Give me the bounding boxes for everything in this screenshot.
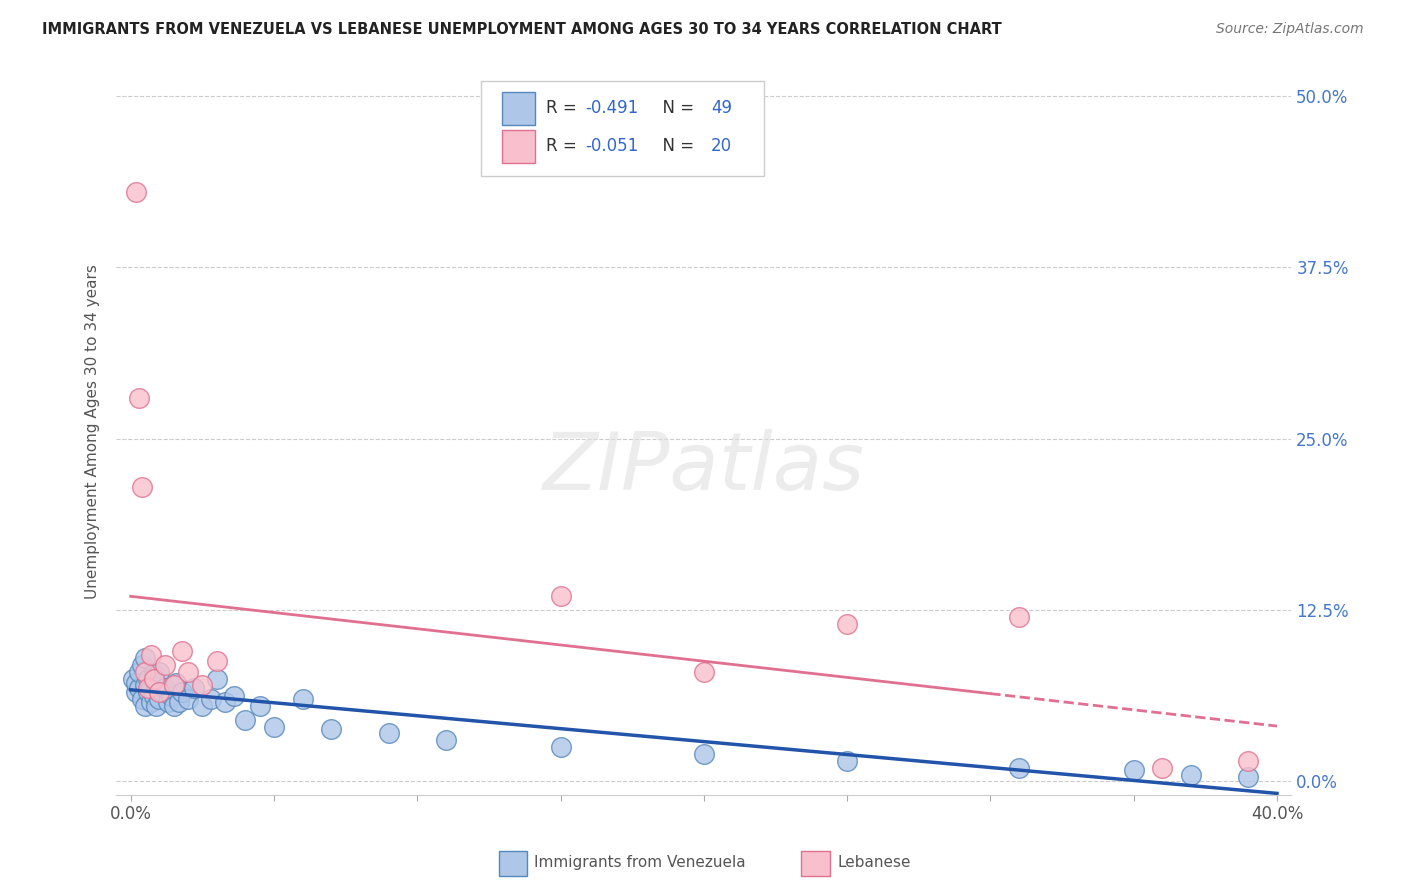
Point	[177, 692, 200, 706]
Point	[291, 692, 314, 706]
Point	[125, 675, 148, 690]
Text: IMMIGRANTS FROM VENEZUELA VS LEBANESE UNEMPLOYMENT AMONG AGES 30 TO 34 YEARS COR: IMMIGRANTS FROM VENEZUELA VS LEBANESE UN…	[42, 22, 1002, 37]
Point	[222, 690, 245, 704]
Point	[1122, 764, 1144, 778]
Point	[263, 719, 285, 733]
Point	[148, 692, 170, 706]
Text: Lebanese: Lebanese	[838, 855, 911, 870]
Point	[153, 657, 176, 672]
Point	[134, 678, 156, 692]
Point	[134, 698, 156, 713]
Point	[134, 651, 156, 665]
Text: N =: N =	[652, 100, 699, 118]
Text: N =: N =	[652, 137, 699, 155]
Point	[156, 695, 179, 709]
Point	[172, 644, 194, 658]
FancyBboxPatch shape	[481, 81, 763, 176]
Point	[1180, 767, 1202, 781]
Point	[162, 698, 184, 713]
Point	[377, 726, 399, 740]
Text: -0.491: -0.491	[585, 100, 638, 118]
Point	[172, 685, 194, 699]
Point	[191, 678, 214, 692]
Point	[550, 589, 572, 603]
Point	[205, 654, 228, 668]
Point	[205, 672, 228, 686]
Point	[139, 695, 162, 709]
Point	[142, 690, 165, 704]
Point	[191, 698, 214, 713]
Point	[145, 675, 167, 690]
Text: -0.051: -0.051	[585, 137, 638, 155]
Point	[434, 733, 457, 747]
Text: 49: 49	[711, 100, 733, 118]
Point	[1237, 754, 1260, 768]
Point	[148, 685, 170, 699]
Point	[139, 681, 162, 695]
Point	[214, 695, 236, 709]
Point	[122, 672, 145, 686]
Text: Immigrants from Venezuela: Immigrants from Venezuela	[534, 855, 747, 870]
Point	[166, 675, 188, 690]
Point	[1008, 610, 1031, 624]
FancyBboxPatch shape	[502, 92, 534, 125]
Point	[1152, 761, 1174, 775]
FancyBboxPatch shape	[502, 130, 534, 162]
Point	[550, 740, 572, 755]
Point	[162, 678, 184, 692]
Point	[177, 665, 200, 679]
Point	[150, 685, 173, 699]
Text: ZIPatlas: ZIPatlas	[543, 429, 865, 508]
Point	[134, 665, 156, 679]
Point	[125, 685, 148, 699]
Point	[136, 685, 159, 699]
Point	[145, 698, 167, 713]
Point	[136, 681, 159, 695]
Point	[233, 713, 256, 727]
Point	[131, 657, 153, 672]
Text: 20: 20	[711, 137, 733, 155]
Point	[125, 185, 148, 199]
Point	[169, 695, 191, 709]
Point	[128, 391, 150, 405]
Point	[1008, 761, 1031, 775]
Text: Source: ZipAtlas.com: Source: ZipAtlas.com	[1216, 22, 1364, 37]
Point	[693, 665, 716, 679]
Point	[142, 672, 165, 686]
Point	[159, 690, 181, 704]
Point	[136, 672, 159, 686]
Point	[142, 667, 165, 681]
Y-axis label: Unemployment Among Ages 30 to 34 years: Unemployment Among Ages 30 to 34 years	[86, 264, 100, 599]
Point	[249, 698, 271, 713]
Point	[693, 747, 716, 761]
Point	[153, 681, 176, 695]
Point	[183, 681, 205, 695]
Point	[131, 692, 153, 706]
Point	[321, 723, 343, 737]
Point	[128, 665, 150, 679]
Point	[835, 616, 858, 631]
Point	[1237, 770, 1260, 784]
Point	[128, 681, 150, 695]
Point	[139, 648, 162, 663]
Point	[200, 692, 222, 706]
Point	[148, 665, 170, 679]
Point	[131, 480, 153, 494]
Text: R =: R =	[547, 137, 582, 155]
Point	[835, 754, 858, 768]
Text: R =: R =	[547, 100, 582, 118]
